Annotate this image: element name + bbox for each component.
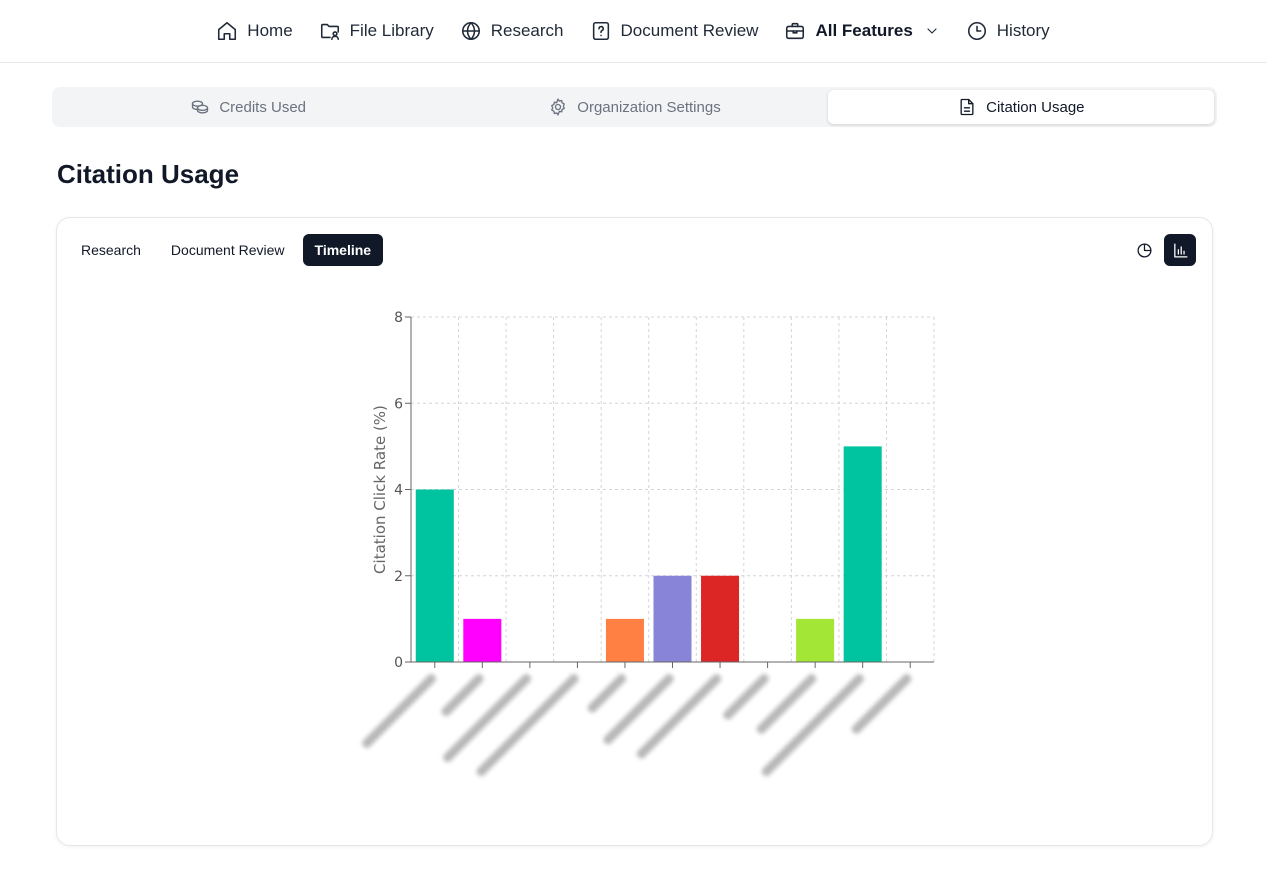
bar [701,575,740,662]
chevron-down-icon [927,28,937,34]
obscured-label-blur [761,674,864,777]
obscured-label-blur [636,674,722,759]
x-category-label [851,674,912,734]
bar-chart-icon [1173,242,1188,258]
bar [653,575,692,662]
briefcase-icon [786,22,805,40]
home-icon [218,21,237,41]
chart-bars [415,446,882,662]
x-category-label [362,674,436,748]
settings-tabs: Credits Used Organization Settings Citat… [52,87,1217,127]
tab-document-review[interactable]: Document Review [170,242,285,258]
x-category-label [723,674,769,720]
tab-citation-usage-label: Citation Usage [986,98,1085,116]
x-category-label [636,674,722,759]
obscured-label-blur [441,674,484,717]
tab-credits-used-label: Credits Used [219,98,307,116]
pie-chart-icon [1136,242,1152,258]
obscured-label-blur [851,674,912,734]
nav-history[interactable]: History [966,20,1050,42]
citation-bar-chart: 0 2 4 6 8 Citation Click Rate (%) [362,310,935,777]
obscured-label-blur [756,674,817,734]
chart-view-toggle [1128,234,1196,266]
nav-file-library[interactable]: File Library [319,20,434,42]
bar [415,489,454,662]
file-question-icon [592,21,609,41]
nav-research-label: Research [490,21,564,40]
obscured-label-blur [587,674,627,713]
tab-organization-settings-label: Organization Settings [577,98,721,116]
nav-file-library-label: File Library [349,21,434,40]
tab-citation-usage[interactable]: Citation Usage [827,90,1214,124]
coins-icon [192,100,209,114]
folder-user-icon [320,23,339,41]
nav-document-review-label: Document Review [620,21,759,40]
y-tick-label: 8 [394,310,403,326]
x-category-label [756,674,817,734]
x-category-label [761,674,864,777]
x-category-label [443,674,532,763]
bar-view-button[interactable] [1164,234,1196,266]
x-category-labels [362,674,912,777]
tab-organization-settings[interactable]: Organization Settings [441,90,827,124]
clock-icon [967,21,986,41]
y-tick-label: 0 [394,655,403,671]
chart-axes [405,316,934,668]
gear-icon [551,98,566,116]
citation-usage-card: Research Document Review Timeline 0 2 4 6 8 … [56,217,1213,846]
x-category-label [603,674,674,745]
nav-home-label: Home [247,21,293,40]
globe-icon [461,21,480,41]
nav-history-label: History [996,21,1050,40]
y-tick-labels: 0 2 4 6 8 [394,310,403,671]
obscured-label-blur [362,674,436,748]
obscured-label-blur [443,674,532,763]
y-tick-label: 4 [394,483,403,499]
document-icon [960,98,974,116]
nav-document-review[interactable]: Document Review [590,20,759,42]
y-tick-label: 6 [394,396,403,412]
nav-all-features-label: All Features [815,21,913,40]
y-axis-label: Citation Click Rate (%) [371,405,389,574]
obscured-label-blur [476,674,579,777]
bar [463,618,502,662]
x-category-label [441,674,484,717]
nav-home[interactable]: Home [216,20,293,42]
tab-research[interactable]: Research [81,242,141,258]
top-navigation: Home File Library Research Document Revi… [0,0,1266,63]
y-tick-label: 2 [394,569,403,585]
x-category-label [587,674,627,713]
tab-timeline[interactable]: Timeline [302,234,384,266]
bar [796,618,835,662]
nav-all-features[interactable]: All Features [784,20,939,42]
nav-research[interactable]: Research [460,20,564,42]
chart-tabs: Research Document Review Timeline [69,234,384,266]
bar [843,446,882,662]
bar [605,618,644,662]
x-category-label [476,674,579,777]
obscured-label-blur [603,674,674,745]
tab-credits-used[interactable]: Credits Used [55,90,441,124]
pie-view-button[interactable] [1128,234,1160,266]
page-title: Citation Usage [57,159,240,189]
obscured-label-blur [723,674,769,720]
